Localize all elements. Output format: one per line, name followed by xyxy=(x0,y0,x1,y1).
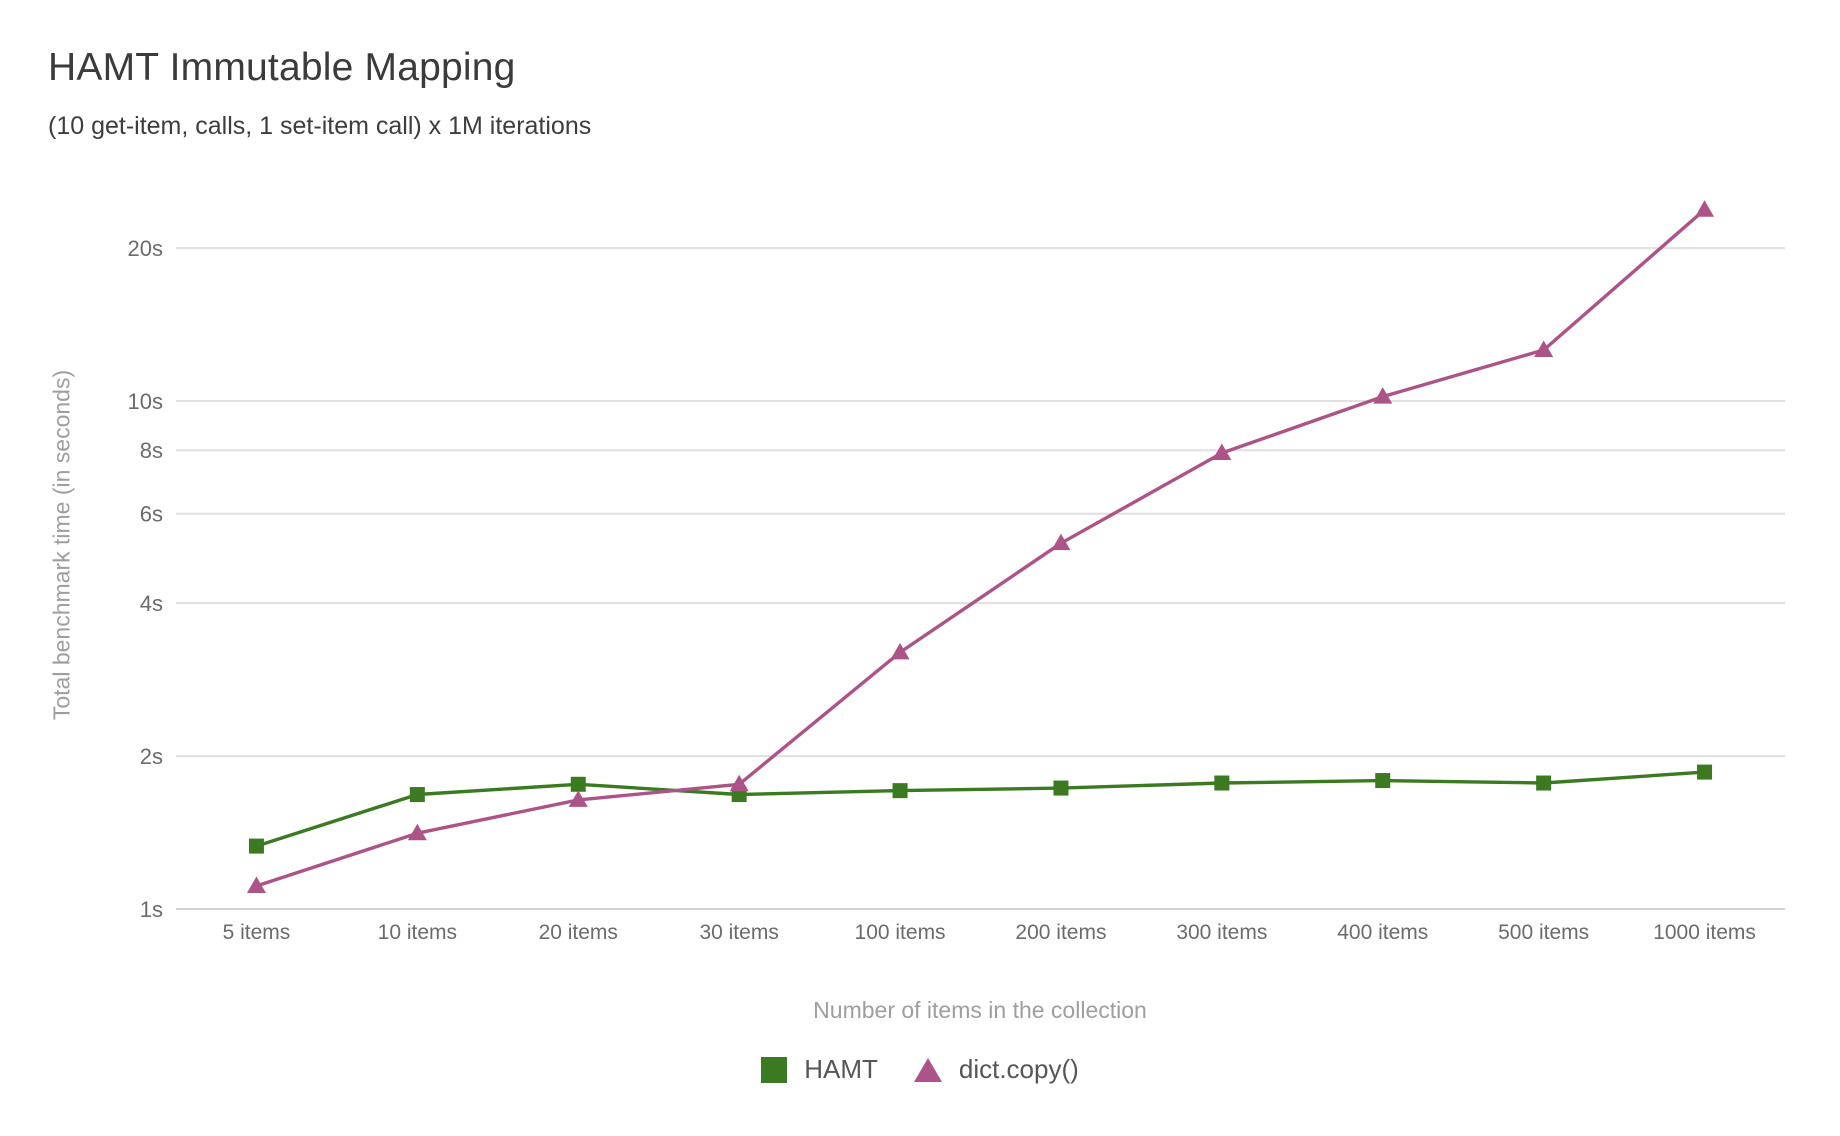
data-point-dict.copy()-300 items[interactable] xyxy=(1212,443,1232,461)
x-category-label-2: 10 items xyxy=(378,921,457,944)
y-tick-label-1s: 1s xyxy=(140,897,163,922)
data-point-HAMT-100 items[interactable] xyxy=(892,783,908,799)
legend-item-hamt: HAMT xyxy=(761,1054,878,1085)
square-marker-icon xyxy=(761,1056,788,1083)
y-tick-label-8s: 8s xyxy=(140,438,163,463)
data-point-dict.copy()-10 items[interactable] xyxy=(407,823,427,841)
data-point-dict.copy()-500 items[interactable] xyxy=(1534,340,1554,358)
triangle-marker-icon xyxy=(913,1057,942,1082)
chart-title: HAMT Immutable Mapping xyxy=(48,46,516,89)
data-point-dict.copy()-400 items[interactable] xyxy=(1373,387,1393,404)
legend-label-hamt: HAMT xyxy=(804,1054,878,1084)
data-point-HAMT-200 items[interactable] xyxy=(1053,780,1069,796)
data-point-HAMT-1000 items[interactable] xyxy=(1697,764,1713,780)
legend-item-dictcopy: dict.copy() xyxy=(913,1054,1079,1085)
series-line-dict.copy() xyxy=(254,207,1707,888)
y-tick-label-2s: 2s xyxy=(140,744,163,769)
data-point-dict.copy()-30 items[interactable] xyxy=(729,774,749,792)
legend: HAMT dict.copy() xyxy=(0,1054,1840,1085)
x-axis-title: Number of items in the collection xyxy=(813,997,1147,1023)
data-point-HAMT-400 items[interactable] xyxy=(1375,773,1391,789)
series-line-HAMT xyxy=(254,770,1707,848)
data-point-HAMT-300 items[interactable] xyxy=(1214,775,1230,791)
x-category-label-8: 400 items xyxy=(1337,921,1428,944)
data-point-HAMT-5 items[interactable] xyxy=(248,838,264,854)
data-point-dict.copy()-20 items[interactable] xyxy=(568,790,588,807)
x-category-label-1: 5 items xyxy=(223,921,291,944)
data-point-HAMT-20 items[interactable] xyxy=(570,776,586,792)
x-category-label-3: 20 items xyxy=(539,921,618,944)
y-tick-label-4s: 4s xyxy=(140,591,163,616)
x-category-label-7: 300 items xyxy=(1176,921,1267,944)
x-category-label-9: 500 items xyxy=(1498,921,1589,944)
y-tick-label-10s: 10s xyxy=(128,389,163,414)
legend-label-dictcopy: dict.copy() xyxy=(958,1054,1079,1084)
data-point-HAMT-10 items[interactable] xyxy=(409,787,425,803)
data-point-HAMT-500 items[interactable] xyxy=(1536,775,1552,791)
x-category-label-6: 200 items xyxy=(1015,921,1106,944)
y-tick-label-6s: 6s xyxy=(140,502,163,527)
data-point-dict.copy()-1000 items[interactable] xyxy=(1695,200,1715,217)
y-tick-label-20s: 20s xyxy=(128,236,163,261)
data-point-dict.copy()-200 items[interactable] xyxy=(1051,533,1071,551)
data-point-dict.copy()-100 items[interactable] xyxy=(890,642,910,660)
x-category-label-5: 100 items xyxy=(855,921,946,944)
data-point-dict.copy()-5 items[interactable] xyxy=(246,876,266,893)
x-category-label-4: 30 items xyxy=(699,921,778,944)
x-category-label-10: 1000 items xyxy=(1653,921,1756,944)
chart-subtitle: (10 get-item, calls, 1 set-item call) x … xyxy=(48,112,592,140)
